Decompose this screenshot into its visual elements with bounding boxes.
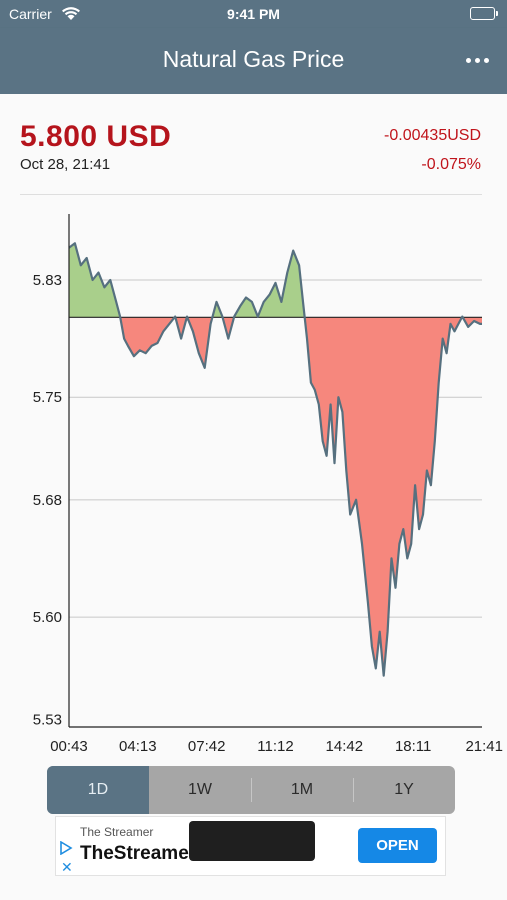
status-bar: Carrier 9:41 PM <box>0 0 507 28</box>
price-chart[interactable]: 5.83 5.75 5.68 5.60 5.53 00:43 04:13 07:42 11:12… <box>0 204 507 764</box>
ad-close-icon[interactable]: ✕ <box>61 859 73 875</box>
header-divider <box>20 194 482 195</box>
main-content: 5.800 USD Oct 28, 21:41 -0.00435USD -0.0… <box>0 94 507 900</box>
price-change-percent: -0.075% <box>421 156 481 173</box>
x-tick-label: 07:42 <box>188 738 226 755</box>
y-tick-label: 5.75 <box>33 389 62 406</box>
ad-choices-icon[interactable] <box>59 840 73 860</box>
x-tick-label: 04:13 <box>119 738 157 755</box>
price-timestamp: Oct 28, 21:41 <box>20 156 111 173</box>
wifi-icon <box>61 6 81 21</box>
x-tick-label: 21:41 <box>465 738 503 755</box>
page-title: Natural Gas Price <box>162 46 345 72</box>
range-tab-1m[interactable]: 1M <box>251 766 353 814</box>
price-line <box>68 242 482 677</box>
current-price: 5.800 USD <box>20 120 172 153</box>
ad-brand-small: The Streamer <box>80 825 154 839</box>
range-tab-1d[interactable]: 1D <box>47 766 149 814</box>
y-tick-label: 5.68 <box>33 492 62 509</box>
area-above-baseline <box>69 243 463 318</box>
ad-media <box>189 821 315 861</box>
ad-brand-name: TheStreamer <box>80 843 197 864</box>
y-tick-label: 5.83 <box>33 272 62 289</box>
price-change-absolute: -0.00435USD <box>384 127 481 144</box>
range-tab-1w[interactable]: 1W <box>188 781 212 798</box>
y-tick-label: 5.60 <box>33 609 62 626</box>
x-tick-label: 14:42 <box>326 738 364 755</box>
ad-banner[interactable]: ✕ The Streamer TheStreamer OPEN <box>55 816 446 876</box>
x-tick-label: 00:43 <box>50 738 88 755</box>
area-below-baseline <box>69 317 482 676</box>
more-options-icon[interactable] <box>463 50 491 70</box>
x-tick-label: 11:12 <box>257 738 293 755</box>
ad-open-button[interactable]: OPEN <box>358 828 437 863</box>
y-tick-label: 5.53 <box>33 712 62 729</box>
battery-icon <box>470 7 498 20</box>
range-tab-1y[interactable]: 1Y <box>353 766 455 814</box>
x-tick-label: 18:11 <box>395 738 431 755</box>
navigation-bar: Natural Gas Price <box>0 28 507 94</box>
clock-label: 9:41 PM <box>227 6 280 22</box>
carrier-label: Carrier <box>9 6 52 22</box>
time-range-selector[interactable]: 1D 1W 1M 1Y <box>47 766 455 814</box>
